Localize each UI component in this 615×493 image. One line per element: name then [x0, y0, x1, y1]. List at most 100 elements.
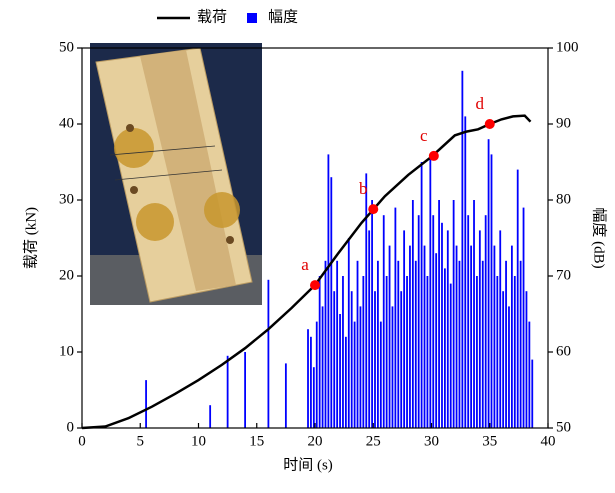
- annotation-point: [428, 150, 439, 161]
- amplitude-bar: [368, 230, 371, 428]
- amplitude-bar: [484, 215, 487, 428]
- amplitude-bar: [339, 314, 341, 428]
- annotation-label: b: [359, 179, 368, 198]
- y-tick-label: 40: [59, 115, 74, 131]
- amplitude-bar: [508, 306, 510, 428]
- amplitude-bar: [452, 200, 455, 428]
- amplitude-bar: [411, 200, 414, 428]
- amplitude-bar: [330, 177, 333, 428]
- amplitude-bar: [342, 276, 344, 428]
- annotation-label: a: [301, 255, 309, 274]
- y2-axis-label: 幅度 (dB): [591, 207, 608, 268]
- x-tick-label: 35: [482, 433, 497, 449]
- amplitude-bar: [481, 260, 484, 428]
- amplitude-bar: [359, 306, 362, 428]
- amplitude-bar: [476, 276, 478, 428]
- x-tick-label: 5: [137, 433, 145, 449]
- amplitude-bar: [145, 380, 147, 428]
- amplitude-bar: [209, 405, 212, 428]
- amplitude-bar: [435, 253, 438, 428]
- amplitude-bar: [516, 169, 519, 428]
- amplitude-bar: [519, 260, 522, 428]
- amplitude-bar: [371, 200, 373, 428]
- legend-label: 载荷: [197, 8, 227, 25]
- amplitude-bar: [267, 279, 270, 428]
- amplitude-bar: [493, 245, 496, 428]
- amplitude-bar: [441, 222, 443, 428]
- amplitude-bar: [324, 260, 327, 428]
- y2-tick-label: 90: [556, 115, 571, 131]
- amplitude-bar: [312, 367, 315, 428]
- amplitude-bar: [333, 291, 336, 428]
- amplitude-bar: [403, 230, 406, 428]
- amplitude-bar: [377, 260, 379, 428]
- amplitude-bar: [446, 230, 449, 428]
- amplitude-bar: [499, 230, 502, 428]
- amplitude-bar: [417, 215, 420, 428]
- amplitude-bar: [487, 139, 490, 428]
- amplitude-bar: [344, 336, 347, 428]
- amplitude-bar: [531, 359, 534, 428]
- amplitude-bar: [321, 306, 324, 428]
- amplitude-bar: [496, 276, 499, 428]
- x-tick-label: 0: [78, 433, 86, 449]
- y-axis-label: 载荷 (kN): [22, 207, 39, 269]
- amplitude-bar: [310, 336, 312, 428]
- amplitude-bar: [391, 306, 394, 428]
- legend-label: 幅度: [268, 8, 298, 25]
- amplitude-bar: [423, 245, 426, 428]
- amplitude-bar: [244, 352, 246, 428]
- y-tick-label: 10: [59, 343, 74, 359]
- amplitude-bar: [327, 154, 330, 428]
- plot-area: [81, 70, 534, 430]
- amplitude-bar: [394, 207, 397, 428]
- amplitude-bar: [356, 260, 359, 428]
- amplitude-bar: [490, 154, 493, 428]
- amplitude-bar: [432, 215, 435, 428]
- amplitude-bar: [505, 260, 507, 428]
- amplitude-bar: [438, 200, 440, 428]
- amplitude-bar: [429, 154, 432, 428]
- x-tick-label: 10: [191, 433, 206, 449]
- x-axis-label: 时间 (s): [283, 456, 333, 473]
- annotation-point: [484, 119, 495, 129]
- amplitude-bar: [464, 116, 467, 429]
- amplitude-bar: [347, 238, 350, 428]
- y2-tick-label: 80: [556, 191, 571, 207]
- y-tick-label: 0: [67, 419, 75, 435]
- amplitude-bar: [385, 276, 388, 428]
- y2-tick-label: 70: [556, 267, 571, 283]
- y-tick-label: 20: [59, 267, 74, 283]
- amplitude-bar: [307, 329, 309, 428]
- x-tick-label: 15: [249, 433, 264, 449]
- amplitude-bar: [513, 276, 516, 428]
- amplitude-bar: [414, 260, 417, 428]
- amplitude-bar: [350, 291, 353, 428]
- amplitude-bar: [315, 321, 318, 428]
- amplitude-bar: [443, 268, 446, 428]
- amplitude-bar: [461, 70, 464, 429]
- amplitude-bar: [525, 291, 528, 428]
- amplitude-bar: [409, 245, 411, 428]
- amplitude-bar: [455, 245, 458, 428]
- amplitude-bar: [528, 321, 531, 428]
- amplitude-bar: [379, 321, 382, 428]
- amplitude-bar: [397, 260, 400, 428]
- amplitude-bar: [353, 321, 356, 428]
- amplitude-bar: [426, 276, 429, 428]
- amplitude-bar: [449, 283, 452, 428]
- amplitude-bar: [420, 162, 423, 428]
- amplitude-bar: [510, 245, 513, 428]
- amplitude-bar: [478, 230, 481, 428]
- x-tick-label: 40: [541, 433, 556, 449]
- annotation-label: d: [476, 94, 485, 113]
- x-tick-label: 25: [366, 433, 381, 449]
- amplitude-bar: [522, 207, 525, 428]
- y-tick-label: 30: [59, 191, 74, 207]
- x-tick-label: 30: [424, 433, 439, 449]
- amplitude-bar: [502, 291, 505, 428]
- x-tick-label: 20: [308, 433, 323, 449]
- annotation-label: c: [420, 126, 428, 145]
- amplitude-bar: [406, 276, 408, 428]
